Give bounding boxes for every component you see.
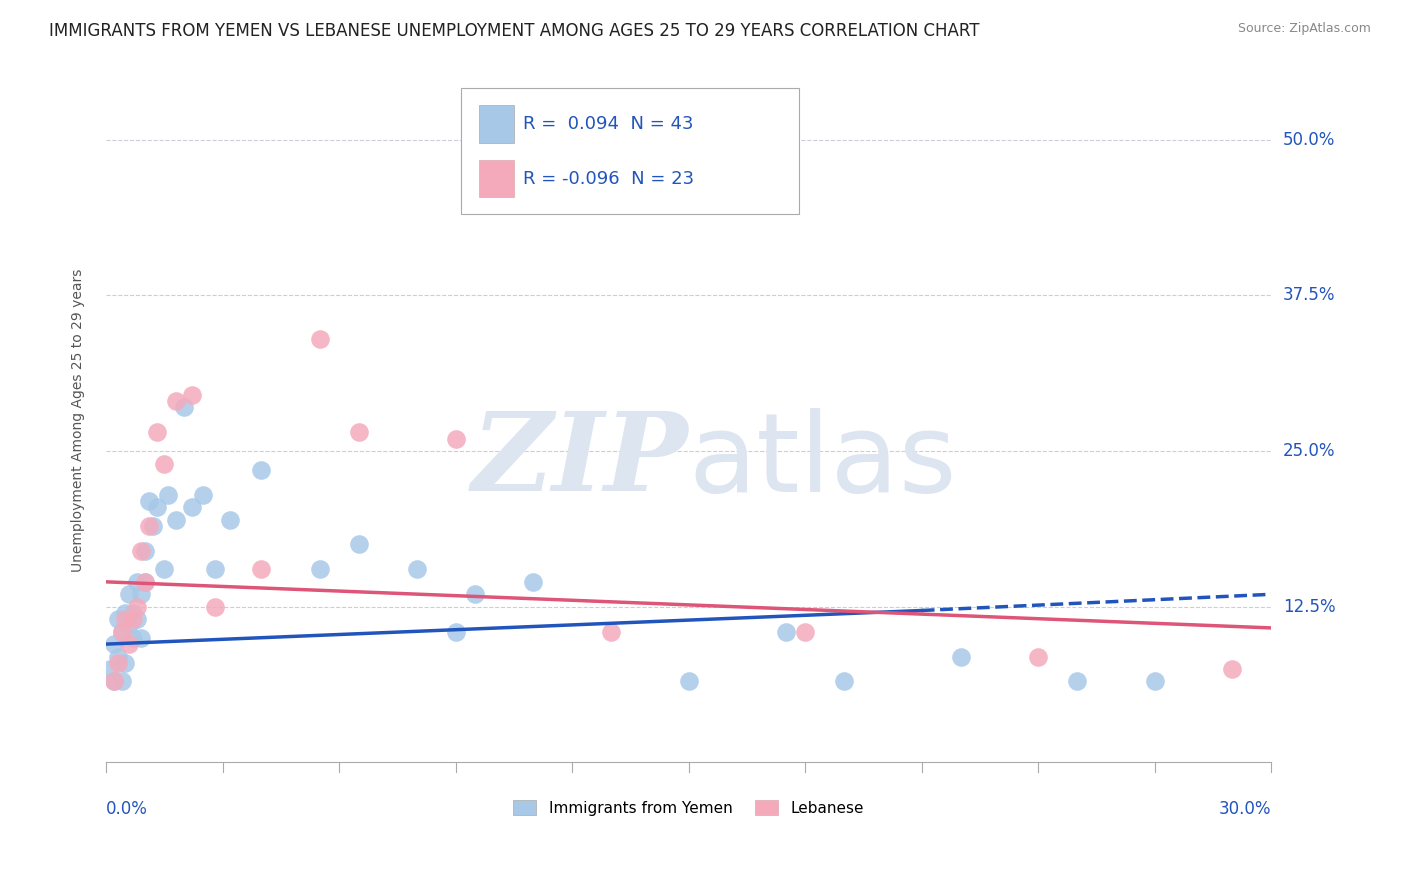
Point (138, 494, 160, 508)
Point (98, 662, 121, 676)
Point (107, 649, 129, 664)
Point (204, 562, 226, 576)
Legend: Immigrants from Yemen, Lebanese: Immigrants from Yemen, Lebanese (506, 792, 872, 823)
Point (347, 537, 370, 551)
Point (134, 574, 156, 589)
Point (114, 656, 136, 670)
Point (180, 500, 202, 515)
Point (103, 637, 125, 651)
Point (145, 425, 167, 440)
Point (127, 599, 149, 614)
Point (110, 624, 132, 639)
Point (775, 624, 797, 639)
Point (122, 606, 145, 620)
Point (165, 512, 187, 526)
Text: atlas: atlas (689, 408, 957, 515)
Point (832, 674, 855, 689)
Text: R =  0.094  N = 43: R = 0.094 N = 43 (523, 115, 693, 133)
Point (110, 674, 132, 689)
Point (1222, 662, 1244, 676)
Point (114, 606, 136, 620)
Point (138, 518, 160, 533)
Y-axis label: Unemployment Among Ages 25 to 29 years: Unemployment Among Ages 25 to 29 years (72, 268, 86, 572)
FancyBboxPatch shape (479, 160, 513, 197)
Point (180, 388, 202, 402)
Point (107, 656, 129, 670)
Point (1026, 649, 1049, 664)
Text: 0.0%: 0.0% (105, 800, 148, 818)
Point (142, 518, 165, 533)
Point (118, 637, 141, 651)
Text: R = -0.096  N = 23: R = -0.096 N = 23 (523, 169, 695, 188)
Point (522, 574, 544, 589)
Point (153, 562, 176, 576)
Point (1143, 674, 1166, 689)
Point (405, 562, 427, 576)
FancyBboxPatch shape (461, 87, 800, 214)
Point (114, 612, 136, 626)
Text: 25.0%: 25.0% (1282, 442, 1336, 460)
Point (444, 432, 467, 446)
Point (129, 631, 152, 645)
Point (173, 401, 195, 415)
Point (110, 624, 132, 639)
Point (165, 394, 187, 409)
Text: IMMIGRANTS FROM YEMEN VS LEBANESE UNEMPLOYMENT AMONG AGES 25 TO 29 YEARS CORRELA: IMMIGRANTS FROM YEMEN VS LEBANESE UNEMPL… (49, 22, 980, 40)
Point (250, 463, 273, 477)
Point (134, 543, 156, 558)
Point (193, 488, 215, 502)
Point (134, 574, 156, 589)
Point (157, 488, 180, 502)
Point (107, 612, 129, 626)
Point (219, 512, 242, 526)
Point (794, 624, 817, 639)
Point (118, 587, 141, 601)
Point (678, 674, 700, 689)
Point (122, 631, 145, 645)
Point (122, 612, 145, 626)
Point (347, 425, 370, 440)
FancyBboxPatch shape (479, 105, 513, 143)
Text: Source: ZipAtlas.com: Source: ZipAtlas.com (1237, 22, 1371, 36)
Point (464, 587, 486, 601)
Point (129, 587, 152, 601)
Point (153, 457, 176, 471)
Point (127, 612, 149, 626)
Text: ZIP: ZIP (472, 408, 689, 515)
Point (103, 674, 125, 689)
Point (103, 674, 125, 689)
Point (250, 562, 273, 576)
Point (145, 500, 167, 515)
Text: 12.5%: 12.5% (1282, 598, 1336, 615)
Point (308, 562, 330, 576)
Point (308, 332, 330, 346)
Point (949, 649, 972, 664)
Point (444, 624, 467, 639)
Text: 30.0%: 30.0% (1219, 800, 1271, 818)
Point (1066, 674, 1088, 689)
Text: 37.5%: 37.5% (1282, 286, 1336, 304)
Point (204, 599, 226, 614)
Point (127, 574, 149, 589)
Point (118, 618, 141, 632)
Point (129, 543, 152, 558)
Point (600, 624, 623, 639)
Text: 50.0%: 50.0% (1282, 131, 1336, 149)
